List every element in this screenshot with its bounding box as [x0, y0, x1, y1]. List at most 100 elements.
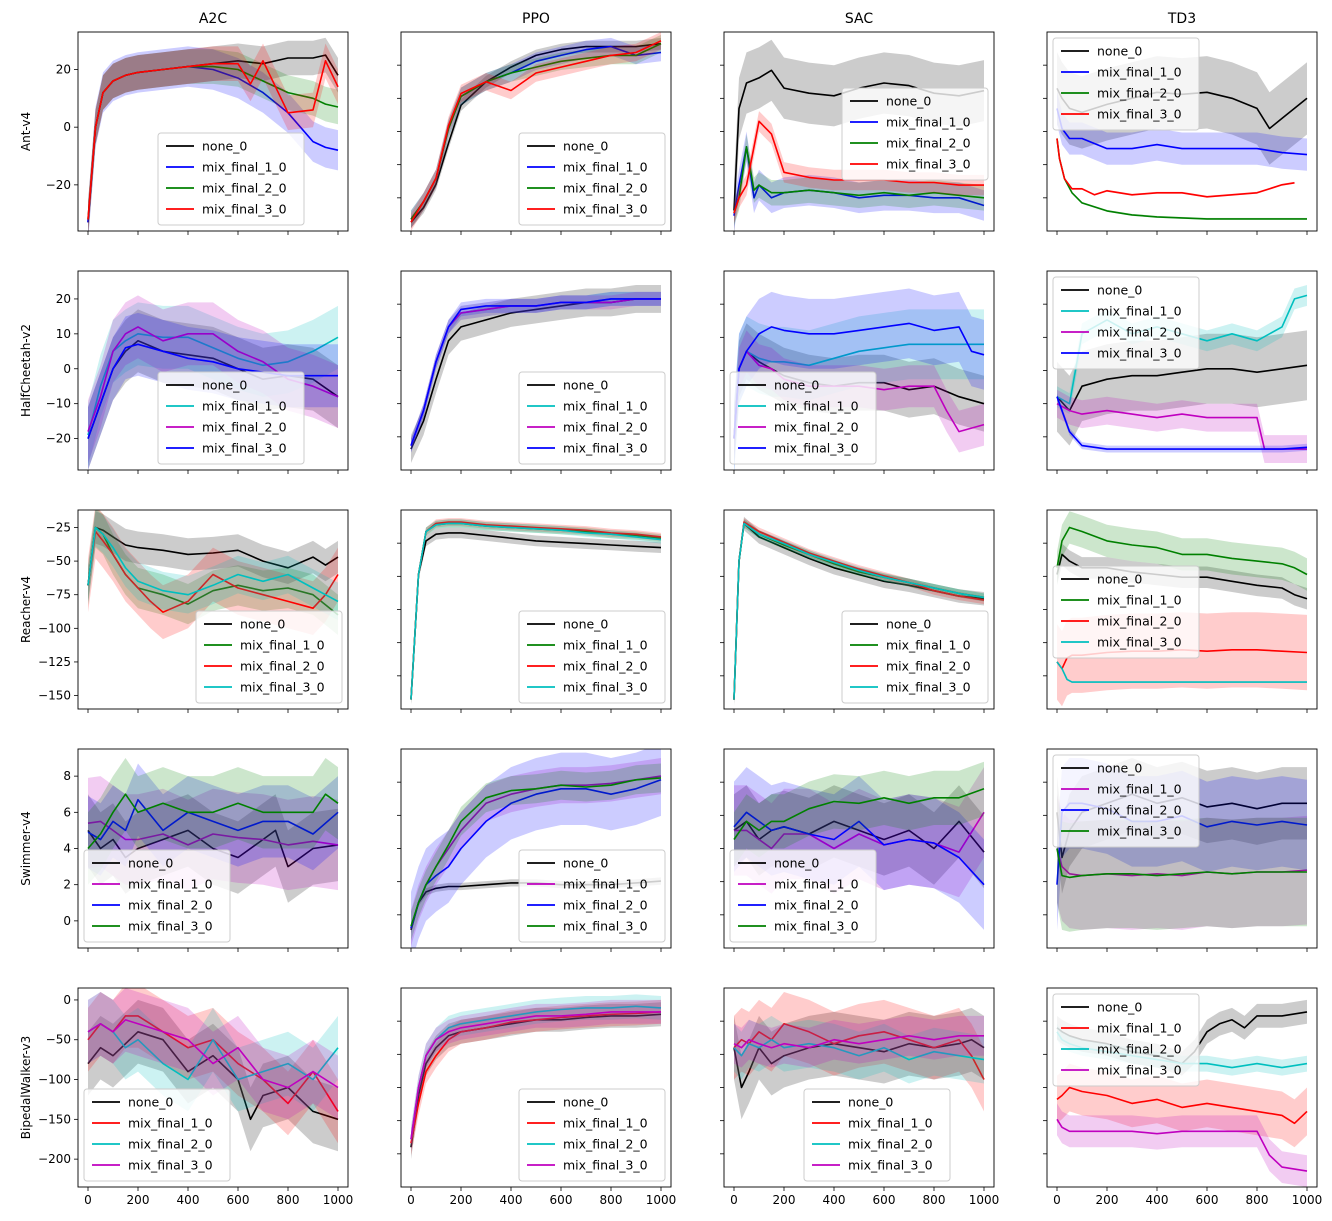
x-tick-label: 0 — [1053, 1193, 1061, 1207]
band-mix-final-1-0 — [88, 302, 338, 467]
line-mix-final-1-0 — [410, 1011, 662, 1144]
legend-label-mix-final-1-0: mix_final_1_0 — [202, 160, 287, 175]
legend-label-mix-final-3-0: mix_final_3_0 — [563, 680, 648, 695]
legend-label-mix-final-2-0: mix_final_2_0 — [1097, 325, 1182, 340]
line-mix-final-3-0 — [1056, 396, 1308, 450]
x-tick-label: 1000 — [323, 1193, 354, 1207]
legend-label-none-0: none_0 — [1097, 761, 1142, 776]
band-mix-final-2-0 — [88, 295, 338, 463]
line-mix-final-3-0 — [87, 1018, 339, 1089]
legend-box — [1052, 754, 1200, 848]
series-mix-final-3-0 — [410, 291, 661, 453]
y-tick-label: 8 — [63, 769, 71, 783]
legend: none_0 mix_final_1_0 mix_final_2_0 mix_fina… — [83, 849, 231, 943]
legend-label-none-0: none_0 — [202, 378, 247, 393]
series-mix-final-3-0 — [87, 758, 339, 885]
series-mix-final-2-0 — [87, 510, 339, 640]
band-mix-final-2-0 — [1057, 1023, 1307, 1076]
band-mix-final-3-0 — [88, 758, 338, 885]
legend: none_0 mix_final_1_0 mix_final_2_0 mix_fina… — [518, 610, 666, 704]
legend: none_0 mix_final_1_0 mix_final_2_0 mix_fina… — [1052, 754, 1200, 848]
y-tick-label: 4 — [63, 842, 71, 856]
legend-label-mix-final-3-0: mix_final_3_0 — [563, 202, 648, 217]
row-label-swimmer-v4: Swimmer-v4 — [19, 811, 33, 885]
series-mix-final-3-0 — [1056, 1103, 1308, 1187]
series-mix-final-3-0 — [410, 519, 662, 704]
y-tick-label: −100 — [38, 1073, 71, 1087]
plot-area — [733, 992, 985, 1120]
band-mix-final-1-0 — [734, 131, 984, 231]
series-mix-final-3-0 — [1056, 393, 1308, 453]
legend: none_0 mix_final_1_0 mix_final_2_0 mix_fina… — [157, 371, 305, 465]
x-tick-label: 800 — [277, 1193, 300, 1207]
band-mix-final-2-0 — [411, 34, 661, 229]
series-mix-final-3-0 — [87, 988, 339, 1120]
panel-ant-v4-a2c: −20 0 20 none_0 mix_final_1_0 mix_final_2_0mi… — [46, 31, 349, 235]
legend-label-mix-final-1-0: mix_final_1_0 — [774, 399, 859, 414]
legend-label-mix-final-3-0: mix_final_3_0 — [202, 441, 287, 456]
band-none-0 — [88, 999, 338, 1152]
legend-label-none-0: none_0 — [1097, 572, 1142, 587]
legend-label-mix-final-1-0: mix_final_1_0 — [1097, 304, 1182, 319]
series-mix-final-3-0 — [410, 32, 662, 231]
legend-label-mix-final-2-0: mix_final_2_0 — [563, 659, 648, 674]
band-mix-final-2-0 — [88, 992, 338, 1112]
legend-box — [518, 371, 666, 465]
band-none-0 — [734, 516, 984, 707]
x-tick-label: 400 — [1146, 1193, 1169, 1207]
y-tick-label: −150 — [38, 1112, 71, 1126]
x-tick-label: 0 — [407, 1193, 415, 1207]
panel-ant-v4-td3: none_0 mix_final_1_0 mix_final_2_0 mix_fina… — [1043, 31, 1318, 235]
panel-swimmer-v4-td3: none_0 mix_final_1_0 mix_final_2_0 mix_fina… — [1043, 748, 1318, 952]
legend-label-none-0: none_0 — [240, 617, 285, 632]
series-mix-final-3-0 — [733, 519, 985, 704]
plot-area — [733, 761, 985, 930]
series-mix-final-3-0 — [1056, 661, 1307, 683]
y-tick-label: 10 — [56, 327, 71, 341]
legend-label-mix-final-2-0: mix_final_2_0 — [1097, 803, 1182, 818]
band-mix-final-1-0 — [734, 519, 984, 704]
series-mix-final-2-0 — [733, 134, 985, 226]
legend-label-none-0: none_0 — [563, 856, 608, 871]
legend-label-none-0: none_0 — [774, 378, 819, 393]
legend-label-mix-final-3-0: mix_final_3_0 — [1097, 824, 1182, 839]
line-mix-final-2-0 — [733, 1038, 985, 1061]
y-tick-label: −50 — [46, 554, 71, 568]
band-mix-final-1-0 — [411, 758, 661, 947]
row-label-bipedalwalker-v3: BipedalWalker-v3 — [19, 1036, 33, 1139]
band-mix-final-1-0 — [734, 309, 984, 470]
legend-label-mix-final-2-0: mix_final_2_0 — [563, 181, 648, 196]
panel-reacher-v4-td3: none_0 mix_final_1_0 mix_final_2_0 mix_fina… — [1043, 509, 1318, 713]
plot-area — [410, 518, 662, 705]
legend-label-mix-final-2-0: mix_final_2_0 — [202, 420, 287, 435]
y-tick-label: 6 — [63, 805, 71, 819]
series-none-0 — [410, 527, 662, 705]
band-mix-final-2-0 — [734, 1015, 984, 1084]
legend: none_0 mix_final_1_0 mix_final_2_0 mix_fina… — [803, 1088, 951, 1182]
band-none-0 — [734, 1007, 984, 1120]
line-mix-final-2-0 — [87, 530, 339, 614]
legend: none_0 mix_final_1_0 mix_final_2_0 mix_fina… — [518, 132, 666, 226]
line-mix-final-3-0 — [733, 120, 984, 214]
legend-box — [729, 849, 877, 943]
series-mix-final-3-0 — [87, 510, 339, 621]
y-tick-label: −20 — [46, 178, 71, 192]
legend-label-mix-final-1-0: mix_final_1_0 — [774, 877, 859, 892]
x-tick-label: 400 — [177, 1193, 200, 1207]
legend-label-none-0: none_0 — [848, 1095, 893, 1110]
legend-label-mix-final-3-0: mix_final_3_0 — [563, 1158, 648, 1173]
panel-bipedalwalker-v3-sac: 0 200 400 600 800 1000 none_0 mix_final_1_0 mix_… — [720, 987, 999, 1207]
legend-label-mix-final-3-0: mix_final_3_0 — [202, 202, 287, 217]
legend-box — [729, 371, 877, 465]
y-tick-label: −150 — [38, 689, 71, 703]
x-tick-label: 600 — [1196, 1193, 1219, 1207]
x-tick-label: 800 — [1246, 1193, 1269, 1207]
legend-label-none-0: none_0 — [774, 856, 819, 871]
y-tick-label: 0 — [63, 362, 71, 376]
plot-area — [733, 516, 985, 707]
series-mix-final-3-0 — [87, 43, 339, 231]
series-mix-final-1-0 — [1056, 511, 1308, 591]
legend-label-none-0: none_0 — [563, 139, 608, 154]
legend-label-none-0: none_0 — [563, 378, 608, 393]
y-tick-label: 0 — [63, 120, 71, 134]
